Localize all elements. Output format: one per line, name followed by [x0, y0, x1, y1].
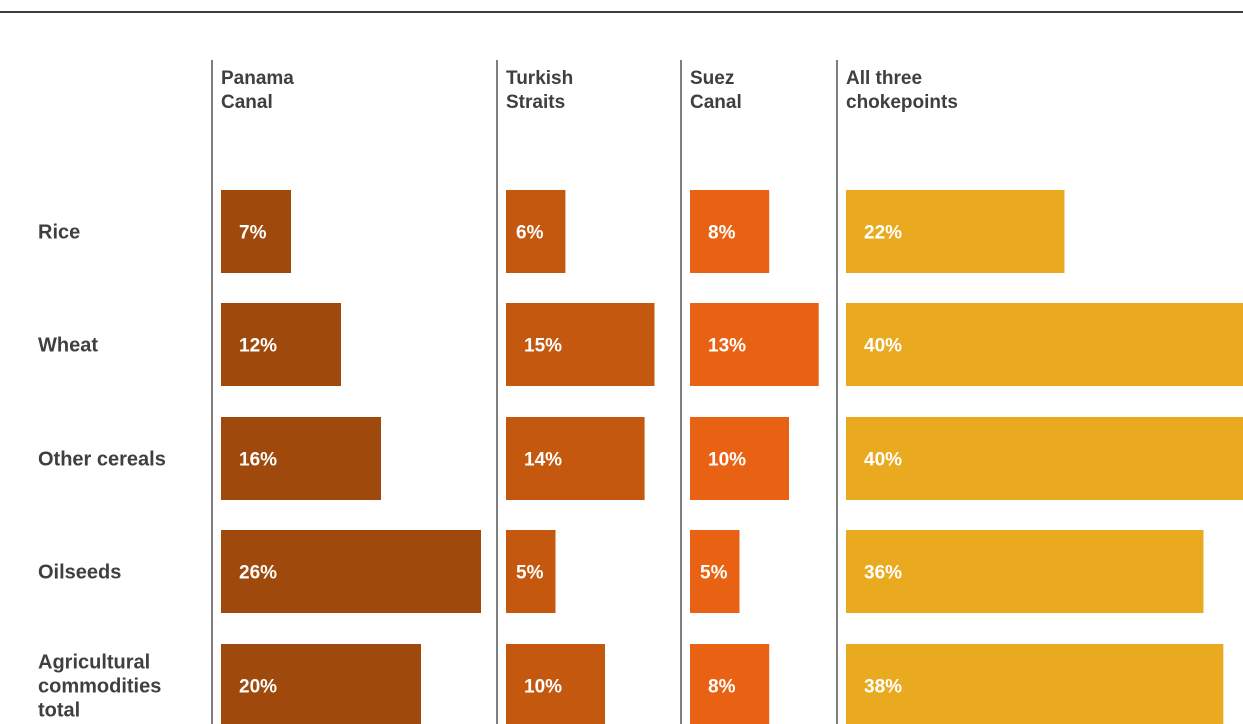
bar-panama-canal-rice: [221, 190, 291, 273]
value-label-all-three-chokepoints-wheat: 40%: [864, 336, 902, 357]
series-header-all-three-chokepoints: All three chokepoints: [846, 68, 958, 113]
bar-panama-canal-oilseeds: [221, 530, 481, 613]
value-label-turkish-straits-other-cereals: 14%: [524, 450, 562, 471]
value-label-turkish-straits-agricultural-commodities-total: 10%: [524, 677, 562, 698]
series-header-turkish-straits: Turkish Straits: [506, 68, 573, 113]
row-label-oilseeds: Oilseeds: [38, 562, 121, 584]
value-label-panama-canal-oilseeds: 26%: [239, 563, 277, 584]
bar-suez-canal-wheat: [690, 303, 819, 386]
bar-turkish-straits-oilseeds: [506, 530, 556, 613]
bar-suez-canal-rice: [690, 190, 770, 273]
value-label-turkish-straits-rice: 6%: [516, 223, 544, 244]
bar-suez-canal-agricultural-commodities-total: [690, 644, 770, 724]
bar-turkish-straits-wheat: [506, 303, 655, 386]
value-label-turkish-straits-wheat: 15%: [524, 336, 562, 357]
value-label-turkish-straits-oilseeds: 5%: [516, 563, 544, 584]
series-header-suez-canal: Suez Canal: [690, 68, 742, 113]
bar-turkish-straits-agricultural-commodities-total: [506, 644, 605, 724]
bar-turkish-straits-rice: [506, 190, 566, 273]
value-label-panama-canal-wheat: 12%: [239, 336, 277, 357]
bar-suez-canal-oilseeds: [690, 530, 740, 613]
series-header-panama-canal: Panama Canal: [221, 68, 294, 113]
value-label-suez-canal-rice: 8%: [708, 223, 736, 244]
value-label-all-three-chokepoints-oilseeds: 36%: [864, 563, 902, 584]
top-divider-line: [0, 11, 1243, 13]
row-label-wheat: Wheat: [38, 335, 98, 357]
row-label-rice: Rice: [38, 222, 80, 244]
value-label-suez-canal-other-cereals: 10%: [708, 450, 746, 471]
value-label-all-three-chokepoints-agricultural-commodities-total: 38%: [864, 677, 902, 698]
bar-all-three-chokepoints-rice: [846, 190, 1065, 273]
row-label-agricultural-commodities-total: Agricultural commodities total: [38, 652, 161, 722]
value-label-suez-canal-wheat: 13%: [708, 336, 746, 357]
bar-all-three-chokepoints-agricultural-commodities-total: [846, 644, 1224, 724]
bar-all-three-chokepoints-wheat: [846, 303, 1243, 386]
bar-panama-canal-agricultural-commodities-total: [221, 644, 421, 724]
value-label-all-three-chokepoints-rice: 22%: [864, 223, 902, 244]
bar-all-three-chokepoints-oilseeds: [846, 530, 1204, 613]
value-label-all-three-chokepoints-other-cereals: 40%: [864, 450, 902, 471]
value-label-suez-canal-oilseeds: 5%: [700, 563, 728, 584]
bar-suez-canal-other-cereals: [690, 417, 789, 500]
bar-all-three-chokepoints-other-cereals: [846, 417, 1243, 500]
bar-turkish-straits-other-cereals: [506, 417, 645, 500]
value-label-suez-canal-agricultural-commodities-total: 8%: [708, 677, 736, 698]
value-label-panama-canal-agricultural-commodities-total: 20%: [239, 677, 277, 698]
bar-panama-canal-wheat: [221, 303, 341, 386]
row-label-other-cereals: Other cereals: [38, 449, 166, 471]
bar-panama-canal-other-cereals: [221, 417, 381, 500]
value-label-panama-canal-rice: 7%: [239, 223, 267, 244]
value-label-panama-canal-other-cereals: 16%: [239, 450, 277, 471]
